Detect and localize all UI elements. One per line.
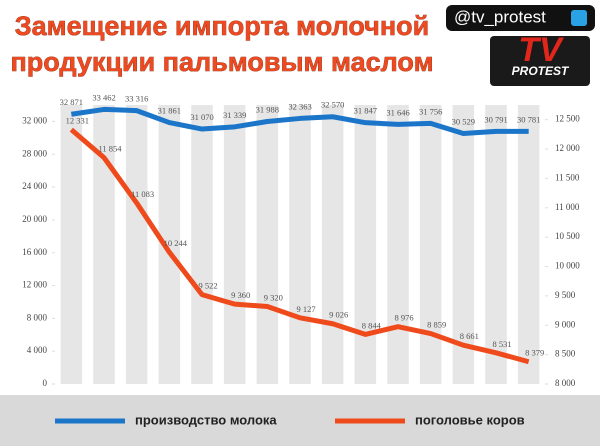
y2-tick-label: 12 000 [555,143,580,153]
series-line [70,106,529,136]
y-tick-label: 24 000 [22,181,47,191]
data-label: 30 781 [517,114,540,124]
data-label: 9 320 [264,292,283,302]
column [485,105,507,384]
y2-tick-label: 11 000 [555,202,580,212]
y-tick-label: 0 [43,378,48,388]
column [321,105,344,384]
data-label: 30 791 [484,114,507,124]
column [289,105,311,384]
logo-tv: TV [518,31,565,69]
data-label: 9 360 [231,290,250,300]
logo-protest: PROTEST [512,64,570,78]
legend-label: поголовье коров [415,412,525,427]
legend-label: производство молока [135,412,277,427]
data-label: 33 316 [125,94,148,104]
badge-text: @tv_protest [454,7,546,26]
title-line: Замещение импорта молочной [15,11,430,41]
column [125,105,148,384]
data-label: 31 988 [256,104,279,114]
y2-tick-label: 12 500 [555,114,580,124]
data-label: 8 531 [492,339,511,349]
y-tick-label: 4 000 [27,345,48,355]
column [387,105,409,384]
data-label: 30 529 [452,116,475,126]
data-label: 8 661 [460,331,479,341]
data-label: 8 976 [394,313,413,323]
column [60,105,83,384]
data-label: 33 462 [92,92,115,102]
y2-tick-label: 9 500 [555,290,576,300]
column [256,105,279,384]
y-tick-label: 20 000 [22,214,47,224]
y2-tick-label: 10 000 [555,261,580,271]
logo-box [490,36,590,86]
y2-tick-label: 9 000 [555,319,576,329]
series-line [69,127,530,365]
data-label: 31 070 [190,112,213,122]
data-label: 31 756 [419,106,442,116]
column [191,105,213,384]
data-label: 11 083 [131,189,154,199]
y-tick-label: 16 000 [22,247,47,257]
data-label: 32 570 [321,100,344,110]
data-label: 31 646 [386,107,409,117]
twitter-icon [571,10,587,26]
y-tick-label: 12 000 [22,280,47,290]
data-label: 31 339 [223,110,246,120]
column [93,105,115,384]
y2-tick-label: 8 000 [555,378,576,388]
column [158,105,181,384]
column [419,105,442,384]
column [223,105,246,384]
badge-box [446,5,595,31]
data-label: 9 522 [198,281,217,291]
title-line: продукции пальмовым маслом [10,47,433,77]
y2-tick-label: 10 500 [555,231,580,241]
data-label: 12 331 [66,116,89,126]
data-label: 11 854 [98,144,122,154]
data-label: 9 026 [329,310,348,320]
data-label: 8 844 [362,320,382,330]
y-tick-label: 8 000 [27,312,48,322]
data-label: 31 847 [354,106,377,116]
data-label: 8 379 [525,348,544,358]
column [452,105,475,384]
data-label: 32 871 [60,97,83,107]
column [517,105,540,384]
y-tick-label: 28 000 [22,148,47,158]
data-label: 32 363 [288,101,311,111]
y2-tick-label: 8 500 [555,349,576,359]
data-label: 8 859 [427,319,446,329]
data-label: 31 861 [158,106,181,116]
data-label: 10 244 [164,238,188,248]
data-label: 9 127 [296,304,315,314]
title: Замещение импорта молочной продукции пал… [10,11,434,78]
y-tick-label: 32 000 [22,115,47,125]
y2-tick-label: 11 500 [555,172,580,182]
column [354,105,377,384]
